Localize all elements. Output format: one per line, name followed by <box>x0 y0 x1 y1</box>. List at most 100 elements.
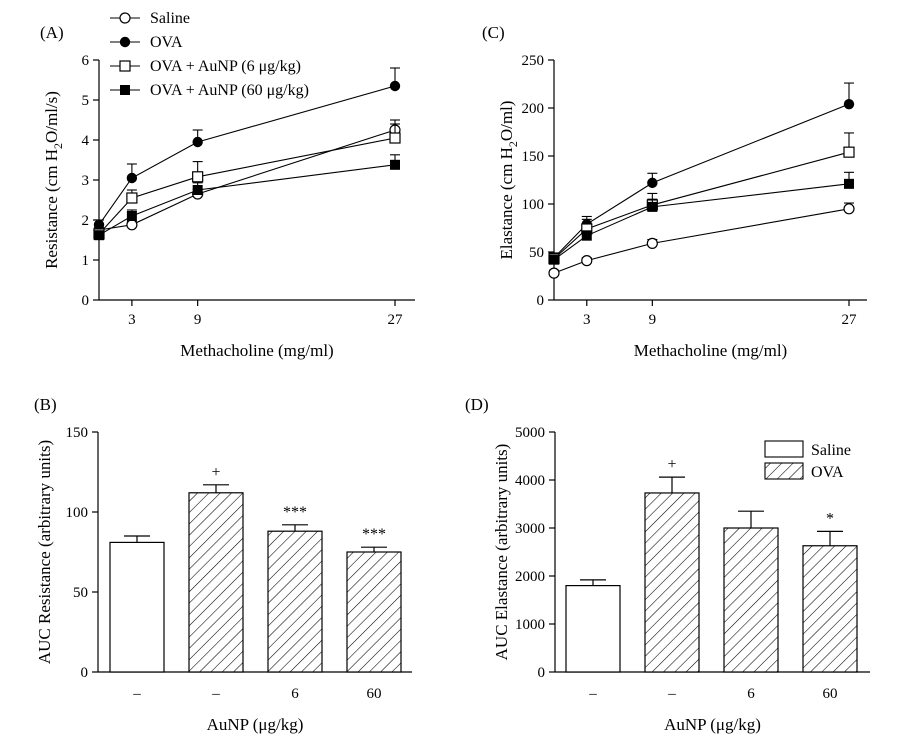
series-line <box>553 183 850 261</box>
y-axis-label: AUC Elastance (arbitrary units) <box>492 444 511 661</box>
panel-label: (D) <box>465 395 489 414</box>
x-tick-label: – <box>132 686 141 702</box>
series-0 <box>548 202 855 279</box>
y-tick-label: 5 <box>82 93 90 109</box>
series-line <box>98 137 396 235</box>
y-tick-label: 1000 <box>515 617 545 633</box>
series-line <box>98 164 396 236</box>
legend-swatch <box>764 462 804 480</box>
y-tick-label: 250 <box>522 53 545 69</box>
panel-label: (B) <box>34 395 57 414</box>
bar <box>109 541 165 673</box>
bar <box>267 530 323 673</box>
x-tick-label: 27 <box>842 312 858 328</box>
y-tick-label: 3000 <box>515 521 545 537</box>
y-tick-label: 2 <box>82 213 90 229</box>
y-tick-label: 2000 <box>515 569 545 585</box>
bar <box>723 527 779 673</box>
data-point <box>126 219 138 231</box>
x-tick-label: – <box>211 686 220 702</box>
series-line <box>553 103 850 259</box>
y-tick-label: 0 <box>81 665 89 681</box>
x-tick-label: 6 <box>747 686 755 702</box>
significance-mark: * <box>826 510 834 527</box>
y-tick-label: 6 <box>82 53 90 69</box>
x-tick-label: 9 <box>194 312 202 328</box>
x-axis-label: Methacholine (mg/ml) <box>180 341 333 360</box>
data-point <box>126 211 137 221</box>
line-chart-c: 0 50 100 150 200 250 3 9 27 Methacholine (mg/ml) E… <box>482 23 867 360</box>
y-tick-label: 50 <box>73 585 88 601</box>
legend-label: OVA + AuNP (6 μg/kg) <box>150 58 301 75</box>
data-point <box>93 219 105 230</box>
series-2 <box>93 123 401 240</box>
legend-marker <box>120 85 130 95</box>
series-1 <box>548 82 855 263</box>
data-point <box>126 172 138 184</box>
legend: Saline OVA <box>764 440 851 481</box>
series-0 <box>93 119 401 236</box>
x-tick-label: 60 <box>367 686 382 702</box>
data-point <box>647 177 658 189</box>
data-point <box>843 146 855 158</box>
x-tick-label: 3 <box>583 312 591 328</box>
legend-swatch <box>764 440 804 458</box>
legend-label: OVA + AuNP (60 μg/kg) <box>150 82 309 99</box>
bar <box>565 584 621 673</box>
data-point <box>581 230 592 241</box>
data-point <box>548 267 560 279</box>
y-tick-label: 1 <box>82 253 90 269</box>
x-tick-label: 9 <box>649 312 657 328</box>
x-tick-label: 3 <box>128 312 136 328</box>
significance-mark: + <box>211 464 220 481</box>
data-point <box>94 230 104 241</box>
series-line <box>98 129 396 231</box>
legend-marker <box>119 60 131 72</box>
y-tick-label: 0 <box>538 665 546 681</box>
y-tick-label: 4000 <box>515 473 545 489</box>
x-axis-label: AuNP (μg/kg) <box>664 715 761 734</box>
y-axis-label: Elastance (cm H2O/ml) <box>497 101 520 260</box>
y-tick-label: 4 <box>82 133 90 149</box>
y-tick-label: 50 <box>529 245 544 261</box>
data-point <box>549 254 559 265</box>
y-tick-label: 0 <box>82 293 90 309</box>
bar <box>346 551 402 673</box>
bar-chart-b: 0 50 100 150 – + – *** 6 *** 60 AuNP (μg/kg) AUC Res… <box>34 395 412 734</box>
significance-mark: + <box>667 456 676 473</box>
data-point <box>126 192 138 204</box>
y-axis-label: Resistance (cm H2O/ml/s) <box>42 91 65 269</box>
data-point <box>843 98 855 110</box>
series-1 <box>93 67 401 230</box>
y-tick-label: 100 <box>66 505 89 521</box>
x-tick-label: 6 <box>291 686 299 702</box>
y-tick-label: 5000 <box>515 425 545 441</box>
legend-label: Saline <box>150 10 190 27</box>
data-point <box>192 185 203 195</box>
panel-label: (C) <box>482 23 505 42</box>
legend-marker <box>119 36 131 48</box>
series-line <box>553 151 850 260</box>
series-line <box>553 208 850 274</box>
data-point <box>192 136 203 148</box>
significance-mark: *** <box>283 504 307 521</box>
series-2 <box>548 132 855 265</box>
data-point <box>844 178 854 189</box>
series-line <box>98 85 396 226</box>
x-axis-label: Methacholine (mg/ml) <box>634 341 787 360</box>
x-tick-label: – <box>667 686 676 702</box>
data-point <box>390 159 400 170</box>
data-point <box>389 132 401 144</box>
bar <box>802 545 858 673</box>
bar-chart-d: 0 1000 2000 3000 4000 5000 – + – 6 * 60 AuNP (μg/kg)… <box>465 395 870 734</box>
series-3 <box>549 171 854 265</box>
legend-label: OVA <box>811 464 844 481</box>
panel-label: (A) <box>40 23 64 42</box>
y-tick-label: 3 <box>82 173 90 189</box>
data-point <box>581 255 593 267</box>
data-point <box>843 203 855 215</box>
data-point <box>192 171 204 183</box>
y-axis-label: AUC Resistance (arbitrary units) <box>35 440 54 664</box>
x-tick-label: – <box>588 686 597 702</box>
